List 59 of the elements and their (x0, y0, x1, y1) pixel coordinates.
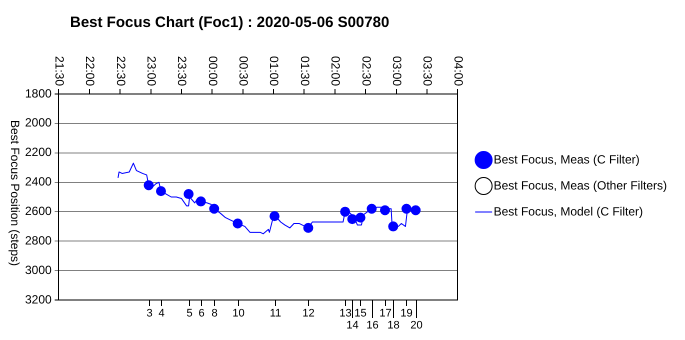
x-tick-label: 02:30 (359, 56, 374, 86)
text: 3 (146, 308, 153, 320)
x-tick-label: 23:30 (175, 56, 190, 86)
point (232, 218, 243, 228)
text: 12 (302, 308, 315, 320)
text: 15 (354, 308, 367, 320)
point (209, 204, 220, 214)
legend-label: Best Focus, Meas (Other Filters) (494, 178, 668, 192)
x-tick-label: 04:00 (451, 56, 466, 86)
x-tick-label: 00:00 (206, 56, 220, 86)
y-tick-label: 3000 (24, 262, 52, 277)
point (410, 205, 421, 216)
text: 20 (410, 320, 423, 332)
x-tick-label: 02:00 (328, 56, 343, 86)
point (380, 205, 390, 216)
legend-label: Best Focus, Meas (C Filter) (494, 152, 640, 166)
x-tick-label: 22:30 (114, 56, 128, 86)
point (388, 221, 398, 232)
legend-label: Best Focus, Model (C Filter) (494, 204, 643, 218)
y-tick-label: 2400 (24, 174, 52, 189)
x-tick-label: 01:30 (298, 56, 312, 86)
point (303, 222, 314, 233)
text: 17 (379, 308, 392, 320)
text: 6 (198, 308, 205, 320)
point (144, 180, 154, 190)
point (401, 204, 412, 214)
text: 11 (270, 308, 282, 320)
x-tick-label: 00:30 (236, 56, 251, 86)
point (184, 189, 194, 200)
text: 8 (211, 308, 218, 320)
text: 4 (158, 308, 165, 320)
text: 16 (366, 320, 379, 332)
point (156, 186, 166, 196)
text: 13 (339, 308, 352, 320)
y-tick-label: 3200 (24, 292, 52, 306)
y-tick-label: 2800 (24, 233, 52, 248)
point (366, 204, 377, 214)
point (347, 214, 358, 224)
text: 14 (346, 320, 359, 332)
point (196, 196, 206, 206)
x-tick-label: 22:00 (83, 56, 98, 86)
x-tick-label: 01:00 (267, 56, 282, 86)
x-tick-label: 03:30 (420, 56, 435, 86)
y-tick-label: 2000 (24, 116, 52, 130)
text: 18 (387, 320, 400, 332)
chart-title: Best Focus Chart (Foc1) : 2020-05-06 S00780 (70, 14, 390, 31)
y-tick-label: 2600 (24, 204, 52, 218)
text: 10 (232, 308, 245, 320)
y-tick-label: 2200 (24, 145, 52, 160)
text: 5 (186, 308, 193, 320)
point (270, 211, 280, 222)
point (340, 206, 350, 217)
y-tick-label: 1800 (24, 86, 52, 100)
x-tick-label: 03:00 (390, 56, 404, 86)
y-axis-title: Best Focus Position (steps) (8, 120, 22, 266)
x-tick-label: 23:00 (144, 56, 158, 86)
x-tick-label: 21:30 (52, 56, 66, 86)
point (355, 212, 366, 223)
text: 19 (400, 308, 413, 320)
